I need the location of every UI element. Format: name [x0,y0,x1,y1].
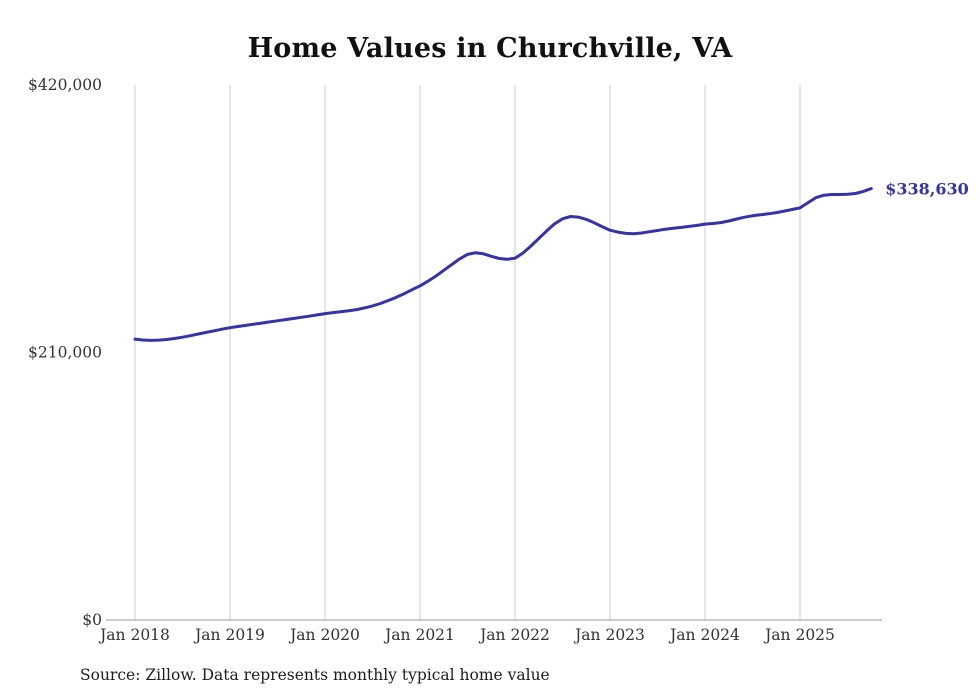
y-axis-label: $0 [82,611,102,629]
chart-title: Home Values in Churchville, VA [247,33,733,64]
x-axis-label: Jan 2021 [383,626,455,644]
y-axis-label: $210,000 [28,344,102,362]
home-value-line [133,187,873,342]
x-axis-label: Jan 2024 [668,626,740,644]
latest-value-label: $338,630 [885,180,969,199]
x-axis-label: Jan 2020 [288,626,360,644]
x-axis-label: Jan 2022 [478,626,550,644]
x-axis-label: Jan 2019 [193,626,265,644]
source-note: Source: Zillow. Data represents monthly … [80,666,550,684]
x-axis-label: Jan 2025 [763,626,835,644]
y-axis-label: $420,000 [28,76,102,94]
x-axis-label: Jan 2018 [98,626,170,644]
x-axis-label: Jan 2023 [573,626,645,644]
